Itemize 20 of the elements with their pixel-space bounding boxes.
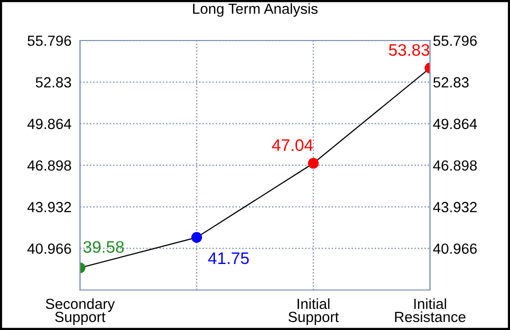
y-tick-label: 46.898	[27, 160, 72, 171]
chart-title: Long Term Analysis	[193, 3, 318, 17]
y2-tick-label: 43.932	[433, 202, 477, 212]
y2-tick-label: 49.864	[433, 118, 477, 130]
x-tick-label: Initial Resistance	[395, 298, 466, 322]
data-label: 47.04	[272, 139, 313, 152]
y2-tick-label: 52.83	[433, 77, 469, 88]
y-tick-label: 49.864	[27, 118, 72, 130]
y-tick-label: 55.796	[28, 36, 72, 46]
x-tick-label: Secondary Support	[46, 298, 115, 325]
y-tick-label: 52.83	[36, 77, 72, 88]
y-tick-label: 43.932	[27, 202, 71, 212]
y2-tick-label: 46.898	[433, 160, 477, 171]
y-tick-label: 40.966	[27, 244, 72, 254]
data-label: 41.75	[208, 252, 249, 264]
data-label: 39.58	[83, 241, 124, 253]
data-label: 53.83	[388, 44, 430, 56]
x-tick-label: Initial Support	[288, 298, 339, 325]
y2-tick-label: 40.966	[433, 244, 477, 254]
y2-tick-label: 55.796	[433, 36, 477, 46]
